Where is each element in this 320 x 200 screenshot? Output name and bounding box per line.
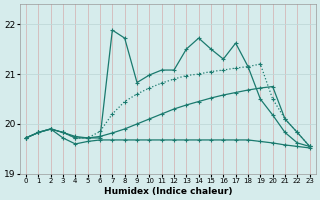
X-axis label: Humidex (Indice chaleur): Humidex (Indice chaleur) [104, 187, 232, 196]
